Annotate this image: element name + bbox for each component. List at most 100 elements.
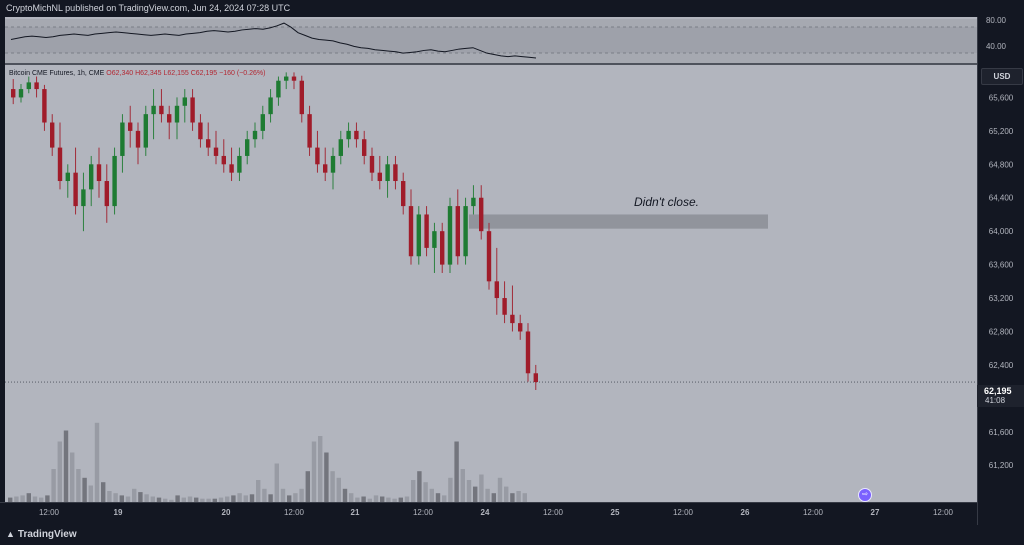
candle-body [151,105,156,115]
volume-bar [119,495,124,502]
volume-bar [20,495,25,502]
candle-body [447,206,453,265]
time-tick-label: 19 [114,508,123,517]
legend-ohlc: O62,340 H62,345 L62,155 C62,195 −160 (−0… [106,70,266,77]
volume-bar [497,477,503,502]
oscillator-band [5,27,977,53]
candle-body [206,139,211,148]
price-tick-label: 63,600 [989,261,1014,270]
volume-bar [132,488,137,502]
candle-body [268,97,273,115]
candle-body [330,155,336,173]
last-price-value: 62,195 [984,386,1012,396]
candle-body [190,97,195,123]
time-tick-label: 21 [351,508,360,517]
time-tick-label: 24 [481,508,490,517]
candle-body [57,147,63,182]
volume-bar [76,469,81,502]
volume-bar [249,494,255,502]
candle-body [143,114,148,148]
volume-bar [125,496,131,502]
volume-bar [516,491,521,502]
candle-body [96,164,102,182]
volume-bar [206,498,211,502]
volume-bar [32,496,38,502]
candle-body [276,80,281,98]
candle-body [424,214,429,248]
candle-body [486,231,492,282]
volume-bar [51,469,56,502]
bar-countdown: 41:08 [985,396,1006,405]
volume-bar [330,471,335,502]
volume-bar [187,496,193,502]
volume-bar [404,496,410,502]
candle-body [128,122,133,131]
candle-body [533,373,538,383]
volume-bar [181,497,186,502]
candle-body [284,76,289,81]
volume-bar [336,477,341,502]
volume-bar [280,488,286,502]
chart-annotation[interactable]: Didn't close. [634,195,699,209]
candle-body [34,82,39,90]
volume-bar [398,497,403,502]
volume-bar [218,497,224,502]
price-tick-label: 64,800 [989,160,1014,169]
volume-bar [454,441,459,502]
oscillator-tick-label: 40.00 [986,42,1007,51]
candle-body [479,197,484,232]
volume-bar [355,497,360,502]
volume-bar [305,471,310,502]
footer-bar: ▲ TradingView [0,525,1024,545]
candle-body [135,130,141,148]
volume-bar [231,495,236,502]
volume-bar [8,497,13,502]
volume-bar [522,493,527,502]
volume-bar [82,477,87,502]
volume-bar [150,496,155,502]
candle-body [362,139,367,156]
candle-body [525,331,531,374]
volume-bar [194,497,199,502]
volume-bar [287,495,292,502]
currency-badge[interactable]: USD [981,68,1023,85]
volume-bar [466,480,472,502]
candle-body [104,181,109,207]
candle-body [408,206,414,257]
volume-bar [175,495,180,502]
volume-bar [324,452,329,502]
price-tick-label: 62,400 [989,361,1014,370]
price-tick-label: 65,200 [989,127,1014,136]
candle-body [50,122,55,148]
gap-rectangle [469,214,768,229]
candle-body [393,164,398,182]
candle-body [198,122,203,140]
tradingview-logo-icon: ▲ TradingView [6,529,77,540]
volume-bar [479,474,484,502]
candle-body [502,298,507,315]
candle-body [65,172,70,182]
candle-body [323,164,328,173]
candle-body [463,206,468,257]
volume-bar [311,441,317,502]
price-tick-label: 62,800 [989,327,1014,336]
publish-header: CryptoMichNL published on TradingView.co… [0,0,1024,17]
volume-bar [342,488,348,502]
volume-bar [510,493,515,502]
volume-bar [256,480,261,502]
time-tick-label: 12:00 [39,508,60,517]
volume-bar [243,495,248,502]
volume-bar [429,488,434,502]
price-tick-label: 63,200 [989,294,1014,303]
time-tick-label: 12:00 [933,508,954,517]
price-tick-label: 61,600 [989,428,1014,437]
volume-bar [144,494,149,502]
volume-bar [318,436,323,502]
volume-bar [88,485,93,502]
volume-bar [237,493,242,502]
volume-bar [504,486,509,502]
scroll-right-icon[interactable]: ⇨ [858,488,872,502]
volume-bar [435,493,441,502]
candle-body [377,172,382,182]
